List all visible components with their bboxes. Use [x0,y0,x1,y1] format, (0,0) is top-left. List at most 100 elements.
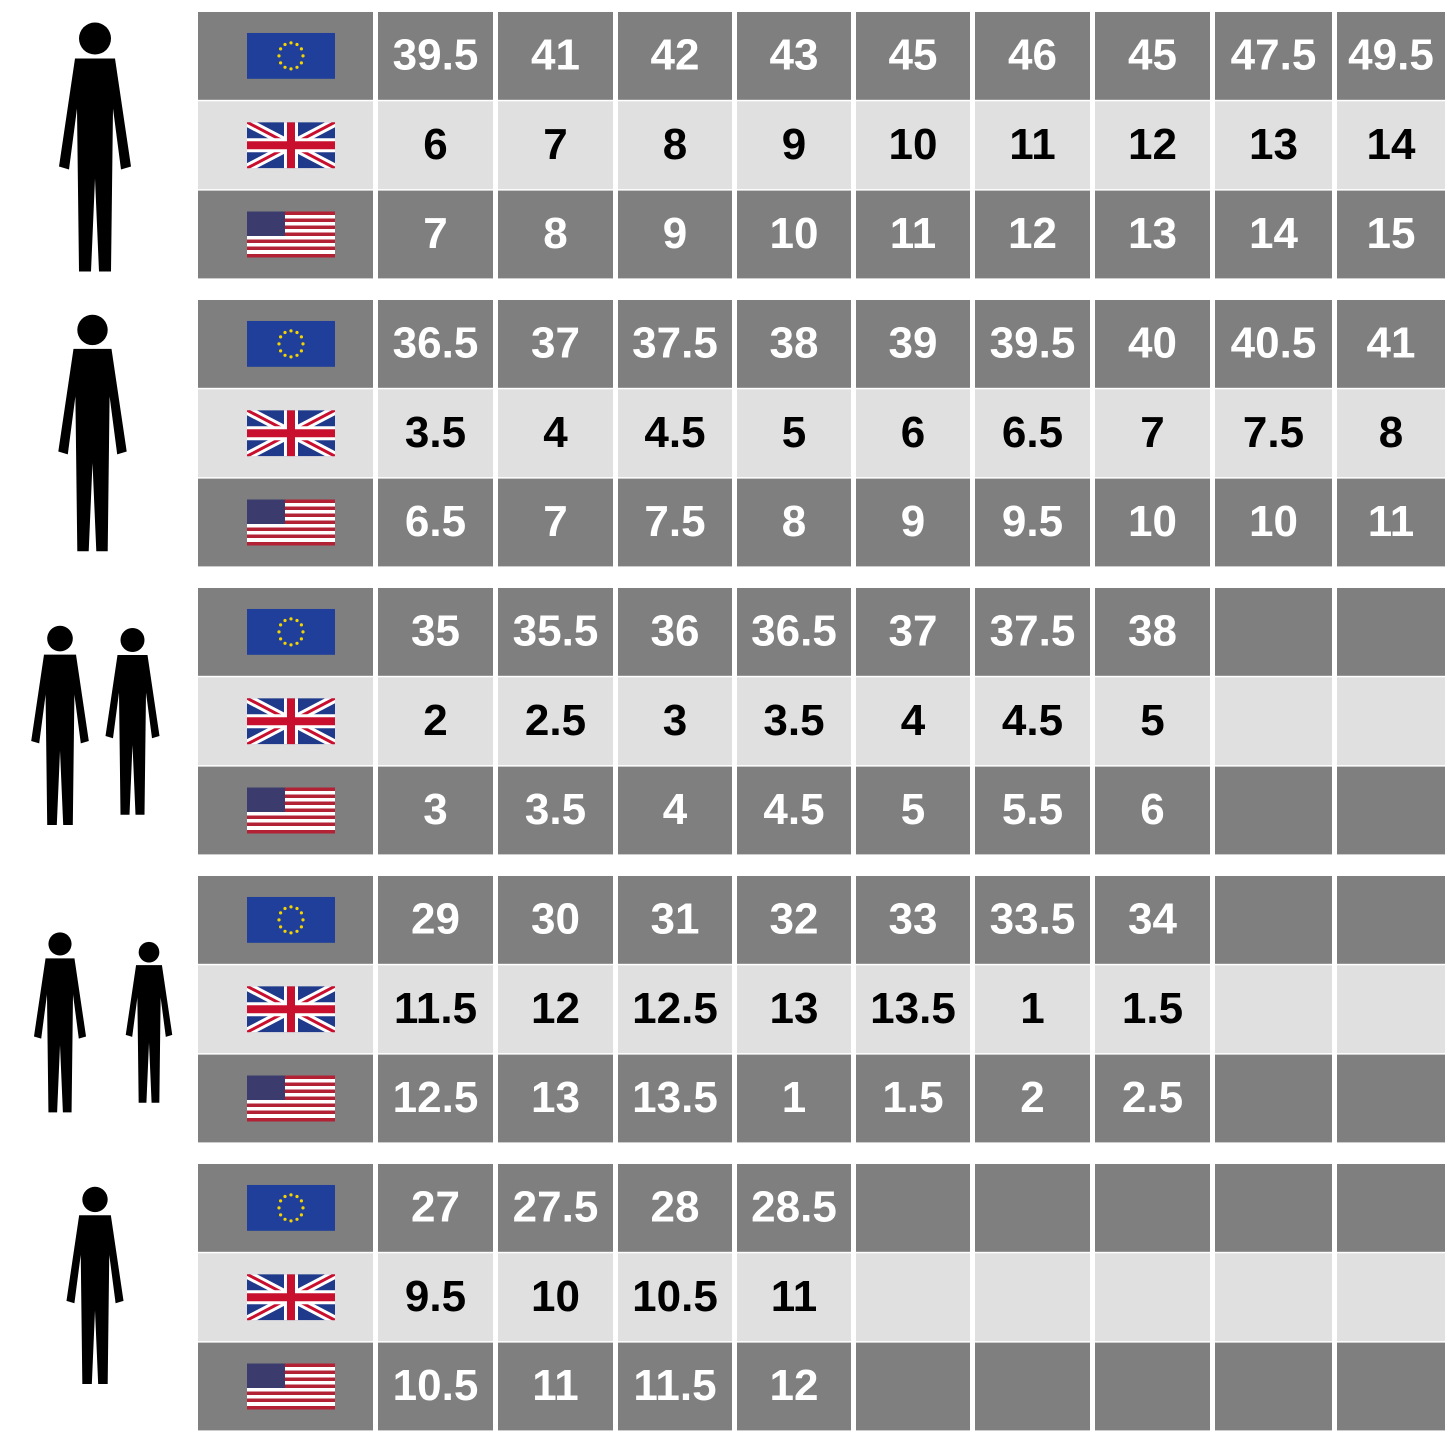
size-cell [1215,1253,1332,1342]
size-value: 31 [651,895,700,944]
uk-flag [247,122,335,168]
size-cell [737,876,851,964]
size-cell [1337,190,1445,279]
size-value: 37.5 [632,319,718,368]
us-flag [247,1363,335,1410]
size-cell [618,1342,732,1431]
size-value: 8 [543,209,567,258]
size-value: 4 [901,696,926,745]
us-flag [247,787,335,834]
size-cell [1095,478,1210,567]
size-value: 1.5 [1122,984,1183,1033]
size-value: 7.5 [1243,408,1304,457]
size-value: 30 [531,895,580,944]
size-cell [378,101,493,190]
size-cell [856,876,970,964]
size-value: 40.5 [1231,319,1317,368]
size-value: 41 [1367,319,1416,368]
size-cell [856,1253,970,1342]
size-cell [1215,766,1332,855]
size-cell [1095,1342,1210,1431]
size-cell [618,1164,732,1252]
size-cell [975,677,1090,766]
size-value: 7 [1140,408,1164,457]
size-cell [856,300,970,388]
size-value: 6 [901,408,925,457]
size-cell [1095,1164,1210,1252]
size-cell [618,478,732,567]
size-cell [618,101,732,190]
size-value: 9 [663,209,687,258]
size-cell [378,12,493,100]
size-value: 9.5 [1002,497,1063,546]
size-value: 7 [543,497,567,546]
size-value: 15 [1367,209,1416,258]
size-value: 9 [901,497,925,546]
size-value: 27 [411,1183,460,1232]
uk-flag [247,410,335,456]
man-icon [59,22,131,272]
size-cell [498,965,613,1054]
size-cell [975,1054,1090,1143]
size-cell [1095,766,1210,855]
size-cell [378,766,493,855]
size-cell [737,389,851,478]
size-value: 12 [1128,120,1177,169]
size-value: 37 [889,607,938,656]
size-cell [378,478,493,567]
size-cell [378,965,493,1054]
size-value: 13.5 [870,984,956,1033]
size-cell [1337,876,1445,964]
size-value: 3.5 [405,408,466,457]
size-value: 10.5 [393,1361,479,1410]
size-cell [378,1054,493,1143]
size-cell [1215,876,1332,964]
size-value: 6.5 [405,497,466,546]
uk-flag [247,698,335,744]
size-value: 11 [1009,120,1056,169]
size-cell [1337,677,1445,766]
size-value: 4.5 [644,408,705,457]
us-flag [247,499,335,546]
size-cell [975,588,1090,676]
size-cell [1215,101,1332,190]
eu-flag [247,1184,335,1231]
size-cell [737,1342,851,1431]
size-cell [1337,478,1445,567]
size-value: 27.5 [513,1183,599,1232]
size-value: 11 [771,1272,818,1321]
size-cell [1337,588,1445,676]
size-cell [737,478,851,567]
size-value: 7.5 [644,497,705,546]
woman-icon [58,314,127,552]
size-cell [975,876,1090,964]
size-cell [737,766,851,855]
size-cell [498,1342,613,1431]
size-cell [618,677,732,766]
size-value: 13.5 [632,1073,718,1122]
us-flag [247,211,335,258]
size-value: 47.5 [1231,31,1317,80]
size-cell [498,766,613,855]
size-value: 28.5 [751,1183,837,1232]
size-cell [618,12,732,100]
size-value: 11 [1368,497,1415,546]
size-cell [1095,965,1210,1054]
size-cell [856,1342,970,1431]
size-cell [1337,1164,1445,1252]
size-value: 12 [1008,209,1057,258]
size-cell [856,12,970,100]
size-value: 2 [423,696,447,745]
size-cell [618,588,732,676]
size-value: 8 [1379,408,1403,457]
size-value: 4 [663,785,688,834]
size-cell [498,588,613,676]
size-value: 2.5 [1122,1073,1183,1122]
size-value: 10 [770,209,819,258]
size-value: 5 [901,785,925,834]
size-cell [737,588,851,676]
uk-flag [247,986,335,1032]
size-cell [498,1253,613,1342]
size-cell [975,389,1090,478]
size-value: 7 [423,209,447,258]
